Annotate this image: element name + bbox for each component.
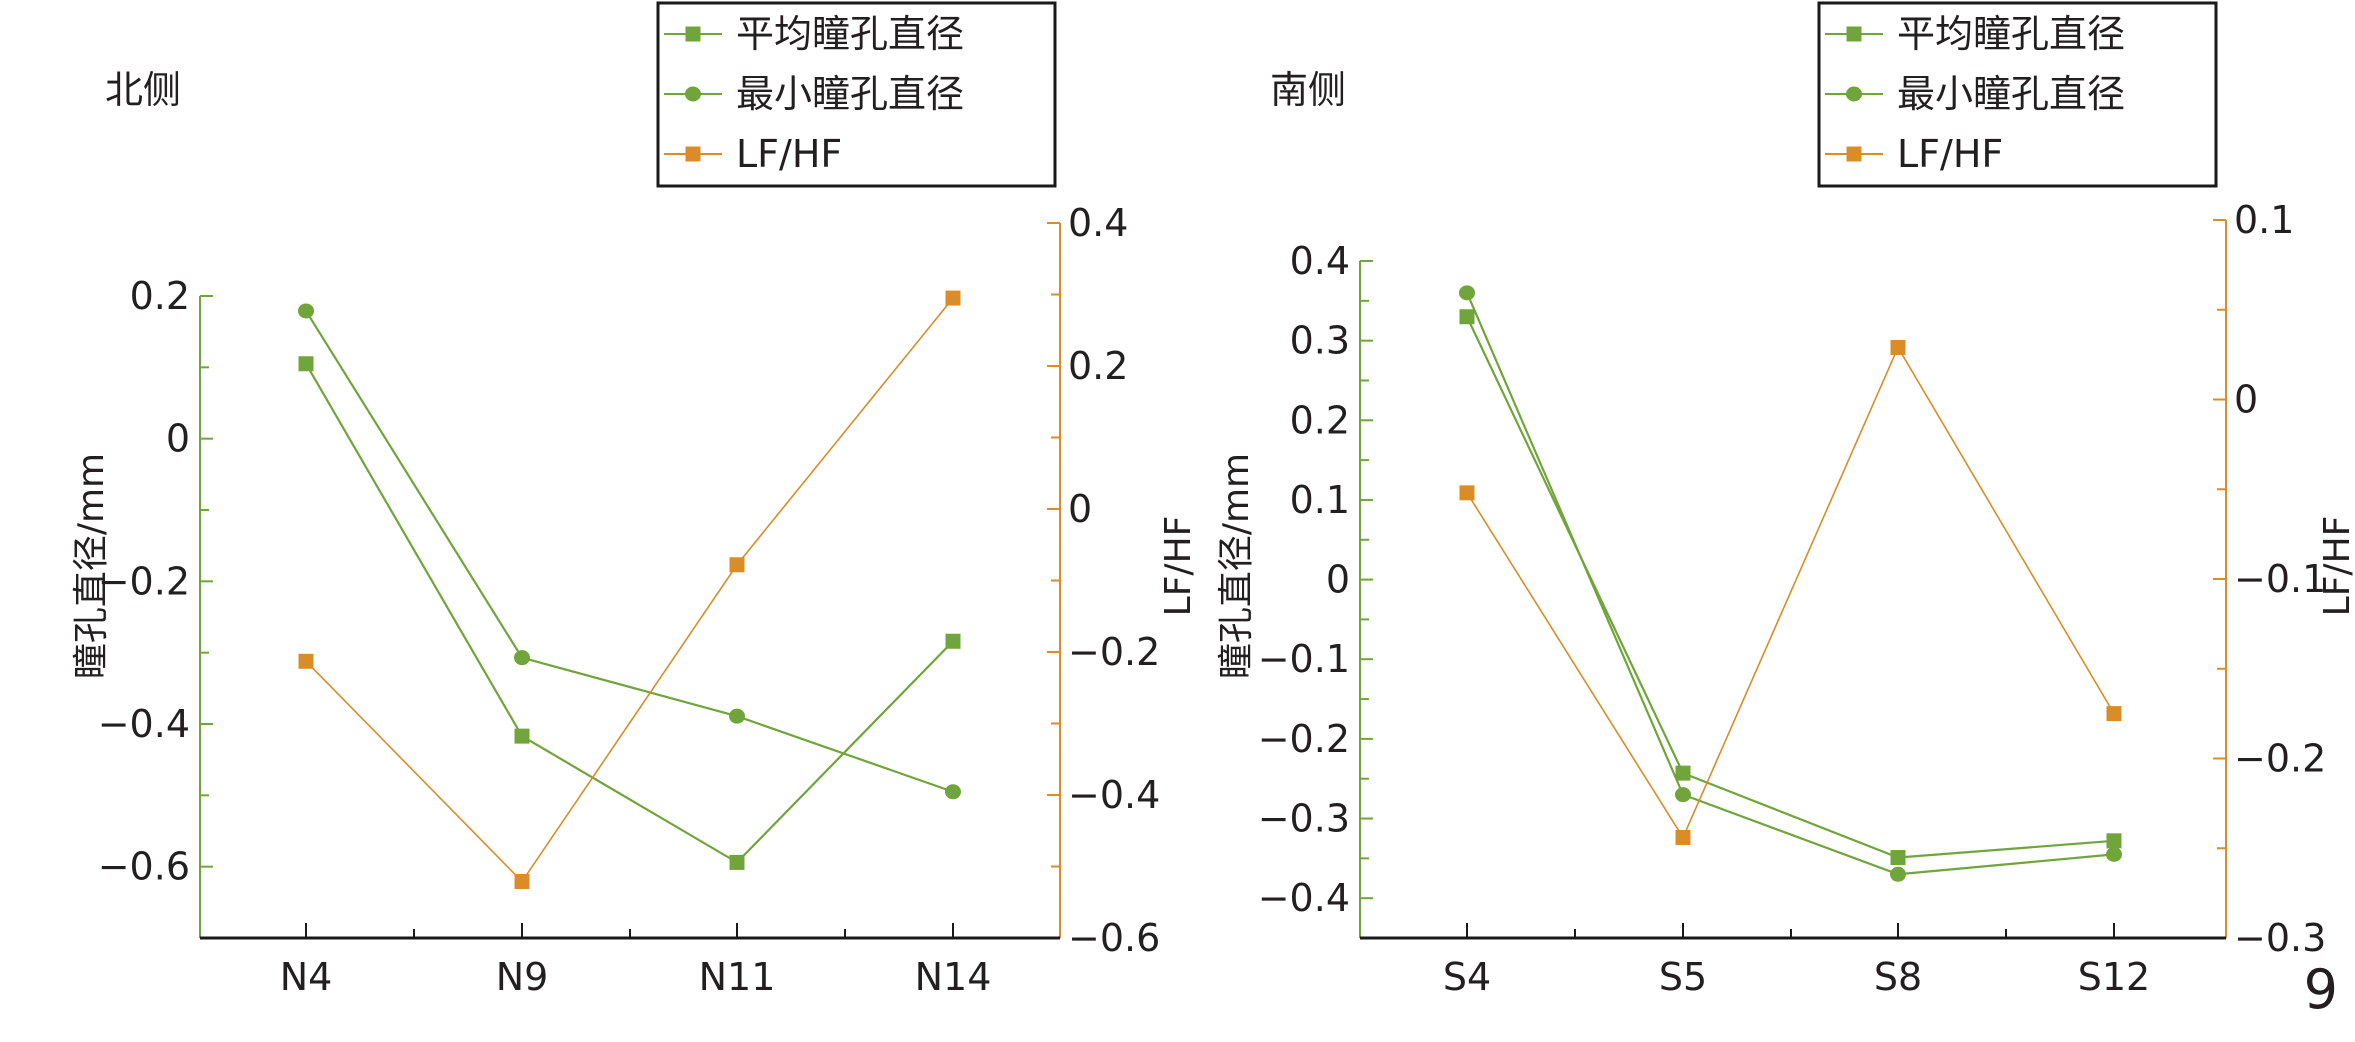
legend-label: 平均瞳孔直径 (1897, 12, 2125, 56)
data-point (2106, 706, 2122, 722)
y2-tick-label: −0.3 (2234, 916, 2326, 960)
y2-axis-label: LF/HF (2317, 516, 2355, 617)
legend-label: 平均瞳孔直径 (736, 12, 964, 56)
data-point (1459, 309, 1475, 325)
y-tick-label: −0.2 (1258, 717, 1350, 761)
data-point (298, 653, 314, 669)
x-tick-label: N14 (915, 955, 992, 999)
series-line (305, 363, 954, 864)
data-point (2106, 846, 2122, 862)
data-point (1675, 765, 1691, 781)
data-point (729, 708, 745, 724)
y2-tick-label: −0.4 (1068, 773, 1160, 817)
series-line (305, 297, 954, 883)
data-point (1459, 485, 1475, 501)
data-point (514, 650, 530, 666)
y2-tick-label: 0 (2234, 378, 2258, 422)
y2-tick-label: −0.2 (2234, 737, 2326, 781)
data-point (945, 784, 961, 800)
data-point (298, 356, 314, 372)
data-point (1890, 339, 1906, 355)
y2-axis-label: LF/HF (1158, 516, 1199, 617)
y-tick-label: 0.3 (1290, 319, 1350, 363)
y-tick-label: −0.3 (1258, 797, 1350, 841)
legend-label: LF/HF (1897, 132, 2003, 176)
chart-title: 北侧 (105, 68, 181, 112)
data-point (1675, 829, 1691, 845)
legend-box (1817, 1, 2218, 188)
y-tick-label: 0.4 (1290, 239, 1350, 283)
y-axis-label: 瞳孔直径/mm (71, 453, 112, 679)
legend-marker (685, 86, 701, 102)
axes: 0.2 0 −0.2 −0.4 −0.6 0.4 0.2 0 −0.2 −0.4 −0.6 N4 N9 N… (98, 201, 1161, 999)
y-tick-label: −0.1 (1258, 637, 1350, 681)
series-line (1465, 292, 2115, 876)
legend-marker (1846, 146, 1862, 162)
y-tick-label: −0.4 (98, 702, 190, 746)
series-line (1466, 345, 2115, 840)
y-tick-label: −0.2 (98, 559, 190, 603)
x-tick-label: S8 (1874, 955, 1922, 999)
y-tick-label: 0 (166, 417, 190, 461)
series-layer (298, 290, 961, 890)
series-line (1466, 316, 2115, 859)
data-point (1675, 787, 1691, 803)
y-tick-label: −0.4 (1258, 876, 1350, 920)
series-layer (1459, 285, 2122, 882)
data-point (729, 854, 745, 870)
x-tick-label: N9 (496, 955, 549, 999)
legend-marker (1846, 26, 1862, 42)
data-point (2106, 833, 2122, 849)
legend-marker (685, 146, 701, 162)
y-tick-label: 0 (1326, 558, 1350, 602)
x-tick-label: N4 (280, 955, 333, 999)
data-point (945, 290, 961, 306)
y2-tick-label: 0.4 (1068, 201, 1128, 245)
y2-tick-label: −0.6 (1068, 916, 1160, 960)
chart-title: 南侧 (1270, 68, 1346, 112)
y2-tick-label: 0.2 (1068, 344, 1128, 388)
series-line (305, 310, 954, 793)
data-point (298, 303, 314, 319)
data-point (729, 557, 745, 573)
legend-label: LF/HF (736, 132, 842, 176)
data-point (514, 728, 530, 744)
legend-marker (1846, 86, 1862, 102)
y-tick-label: −0.6 (98, 845, 190, 889)
data-point (945, 633, 961, 649)
data-point (514, 874, 530, 890)
y2-tick-label: −0.2 (1068, 630, 1160, 674)
data-point (1890, 866, 1906, 882)
y2-tick-label: 0.1 (2234, 198, 2294, 242)
axes: 0.4 0.3 0.2 0.1 0 −0.1 −0.2 −0.3 −0.4 0.1 0 −0.1 −0.… (1258, 198, 2327, 999)
y-tick-label: 0.2 (130, 274, 190, 318)
legend-label: 最小瞳孔直径 (736, 72, 964, 116)
y-tick-label: 0.2 (1290, 398, 1350, 442)
x-tick-label: S5 (1659, 955, 1707, 999)
data-point (1890, 850, 1906, 866)
data-point (1459, 285, 1475, 301)
y2-tick-label: −0.1 (2234, 557, 2326, 601)
x-tick-label: N11 (699, 955, 776, 999)
legend-marker (685, 26, 701, 42)
page-number: 9 (2304, 958, 2338, 1021)
y-axis-label: 瞳孔直径/mm (1216, 453, 1257, 679)
y-tick-label: 0.1 (1290, 478, 1350, 522)
x-tick-label: S4 (1443, 955, 1491, 999)
x-tick-label: S12 (2078, 955, 2150, 999)
legend-box (656, 1, 1057, 188)
legend-label: 最小瞳孔直径 (1897, 72, 2125, 116)
y2-tick-label: 0 (1068, 487, 1092, 531)
